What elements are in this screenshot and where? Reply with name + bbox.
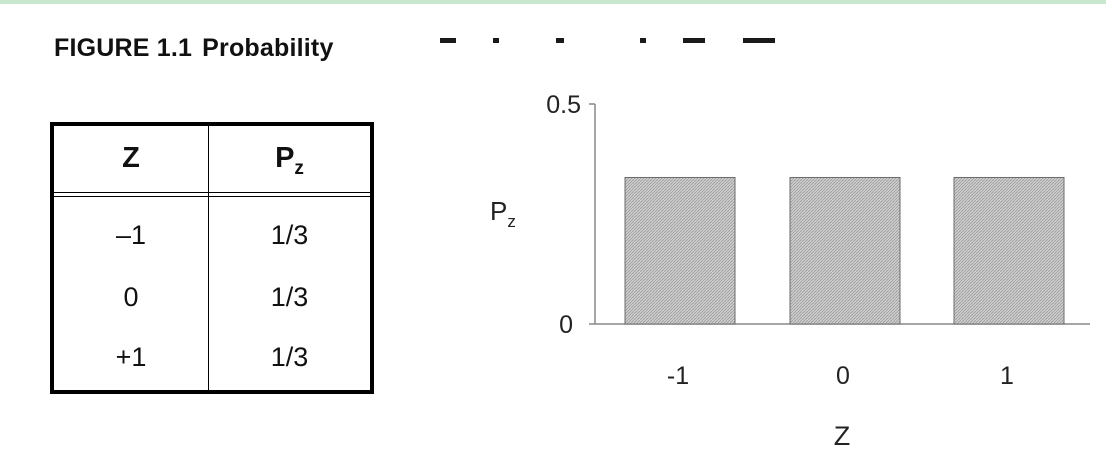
figure-title: FIGURE 1.1 Probability — [54, 34, 334, 63]
table-header-rule — [54, 192, 370, 197]
bar — [789, 176, 901, 325]
y-tick-label: 0.5 — [546, 91, 581, 119]
bar — [953, 176, 1065, 325]
clipped-title-fragment — [493, 38, 499, 43]
table-column-divider — [208, 126, 209, 390]
probability-table: Z Pz –1 1/3 0 1/3 +1 1/3 — [50, 122, 374, 394]
clipped-title-fragment — [640, 38, 646, 43]
table-row-2-z: 0 — [123, 282, 139, 312]
x-tick-label: 1 — [1000, 362, 1014, 390]
table-header-z: Z — [122, 142, 140, 174]
chart-labels: 0.5 0 -1 0 1 Pz Z — [490, 91, 1014, 450]
header-p-subscript: z — [294, 158, 304, 179]
clipped-title-fragment — [743, 38, 775, 43]
table-row-1-p: 1/3 — [270, 220, 309, 250]
table-row-2-p: 1/3 — [270, 282, 309, 312]
clipped-title-fragment — [440, 38, 456, 43]
figure-title-text: Probability — [202, 34, 334, 62]
bar — [624, 176, 736, 325]
table-row-3-z: +1 — [115, 342, 147, 372]
top-accent-rule — [0, 0, 1106, 4]
y-tick-label: 0 — [559, 311, 573, 339]
x-tick-label: -1 — [667, 362, 689, 390]
chart-bars — [624, 176, 1065, 325]
clipped-title-fragment — [683, 38, 705, 43]
x-axis-label: Z — [834, 421, 851, 450]
bar-chart: 0.5 0 -1 0 1 Pz Z — [490, 91, 1090, 450]
figure-label: FIGURE 1.1 — [54, 34, 193, 62]
x-tick-label: 0 — [836, 362, 850, 390]
table-header-p: Pz — [209, 142, 370, 180]
table-row-1-z: –1 — [115, 220, 147, 250]
table-row-3-p: 1/3 — [270, 342, 309, 372]
header-p-base: P — [275, 142, 295, 174]
clipped-title-fragment — [556, 38, 564, 43]
y-axis-label: Pz — [490, 196, 516, 231]
